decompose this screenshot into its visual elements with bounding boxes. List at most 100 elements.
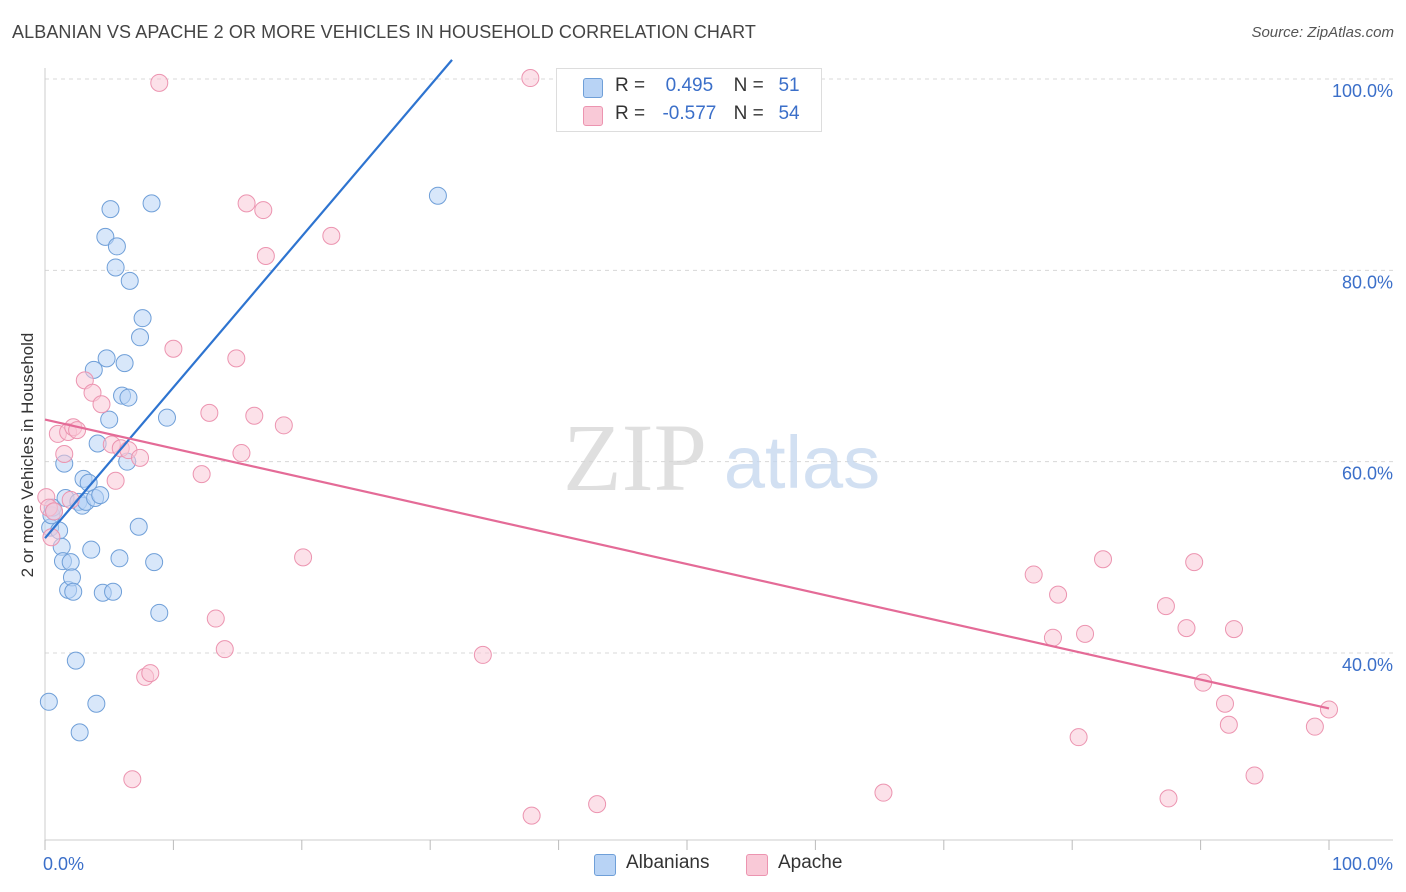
apache-point [200,403,219,422]
y-tick-label: 100.0% [1332,81,1393,101]
albanians-point [106,258,125,277]
apache-point [874,783,893,802]
apache-point [588,795,607,814]
legend-r-value-albanians: 0.495 [665,75,714,96]
trend-layer [44,59,1330,710]
apache-point [294,548,313,567]
albanians-point [133,309,152,328]
axis-layer [44,68,1393,850]
legend-n-value-albanians: 51 [778,75,800,96]
apache-point [1215,694,1234,713]
apache-point [55,445,74,464]
bottom-legend-swatch-apache [746,854,768,876]
bottom-legend-label-albanians: Albanians [626,852,710,873]
apache-point [1076,624,1095,643]
apache-point [92,395,111,414]
apache-point [1194,673,1213,692]
apache-point [44,502,63,521]
apache-point [521,69,540,88]
chart-title: ALBANIAN VS APACHE 2 OR MORE VEHICLES IN… [12,22,756,42]
apache-point [1185,553,1204,572]
grid-layer [45,78,1393,654]
albanians-point [428,186,447,205]
apache-point [473,645,492,664]
albanians-point [104,582,123,601]
albanians-point [115,354,134,373]
legend-r-label: R = [615,103,646,124]
apache-point [232,444,251,463]
apache-point [1024,565,1043,584]
apache-point [274,416,293,435]
albanians-point [119,388,138,407]
albanians-point [61,553,80,572]
apache-point [227,349,246,368]
albanians-point [110,549,129,568]
apache-point [1043,628,1062,647]
apache-point [68,421,87,440]
legend-n-value-apache: 54 [778,103,800,124]
apache-point [1245,766,1264,785]
albanians-point [120,271,139,290]
albanians-point [96,227,115,246]
legend-n-label: N = [733,75,764,96]
apache-point [1049,585,1068,604]
apache-point [206,609,225,628]
albanians-point [145,553,164,572]
bottom-legend-label-apache: Apache [778,852,843,873]
y-tick-label: 60.0% [1342,464,1393,484]
albanians-point [107,237,126,256]
legend-r-label: R = [615,75,646,96]
apache-point [1224,620,1243,639]
albanians-point [100,410,119,429]
apache-point [522,806,541,825]
apache-point [1094,550,1113,569]
albanians-point [79,473,98,492]
bottom-legend-swatch-albanians [594,854,616,876]
watermark-zip: ZIP [563,404,707,511]
apache-point [123,770,142,789]
legend-n-label: N = [733,103,764,124]
apache-point [192,465,211,484]
apache-point [254,201,273,220]
apache-point [164,339,183,358]
apache-point [141,664,160,683]
albanians-point [91,486,110,505]
apache-point [245,406,264,425]
apache-point [322,226,341,245]
albanians-point [157,408,176,427]
x-tick-label: 100.0% [1332,854,1393,874]
points-layer [37,69,1338,825]
apache-point [237,194,256,213]
watermark-atlas: atlas [724,421,880,504]
source-note: Source: ZipAtlas.com [1251,24,1394,41]
labels-layer: 40.0% 60.0% 80.0% 100.0% 0.0% 100.0% [43,81,1393,874]
albanians-point [87,694,106,713]
apache-point [256,246,275,265]
albanians-point [64,582,83,601]
apache-point [1069,728,1088,747]
albanians-point [97,349,116,368]
apache-point [1156,597,1175,616]
apache-point [1219,715,1238,734]
apache-point [1305,717,1324,736]
apache-point [42,528,61,547]
apache-point [131,448,150,467]
albanians-point [70,723,89,742]
albanians-trend-line [44,59,453,539]
watermark: ZIP atlas [563,404,880,511]
apache-point [1320,700,1338,719]
legend-r-value-apache: -0.577 [662,103,717,124]
apache-trend-line [44,418,1330,710]
correlation-legend: R = 0.495 N = 51 R = -0.577 N = 54 [556,68,822,132]
albanians-point [39,692,58,711]
apache-point [106,471,125,490]
albanians-point [82,540,101,559]
legend-swatch-albanians [583,78,603,98]
x-tick-label: 0.0% [43,854,84,874]
apache-point [215,640,234,659]
legend-swatch-apache [583,106,603,126]
albanians-point [101,200,120,219]
apache-point [150,73,169,92]
albanians-point [131,328,150,347]
